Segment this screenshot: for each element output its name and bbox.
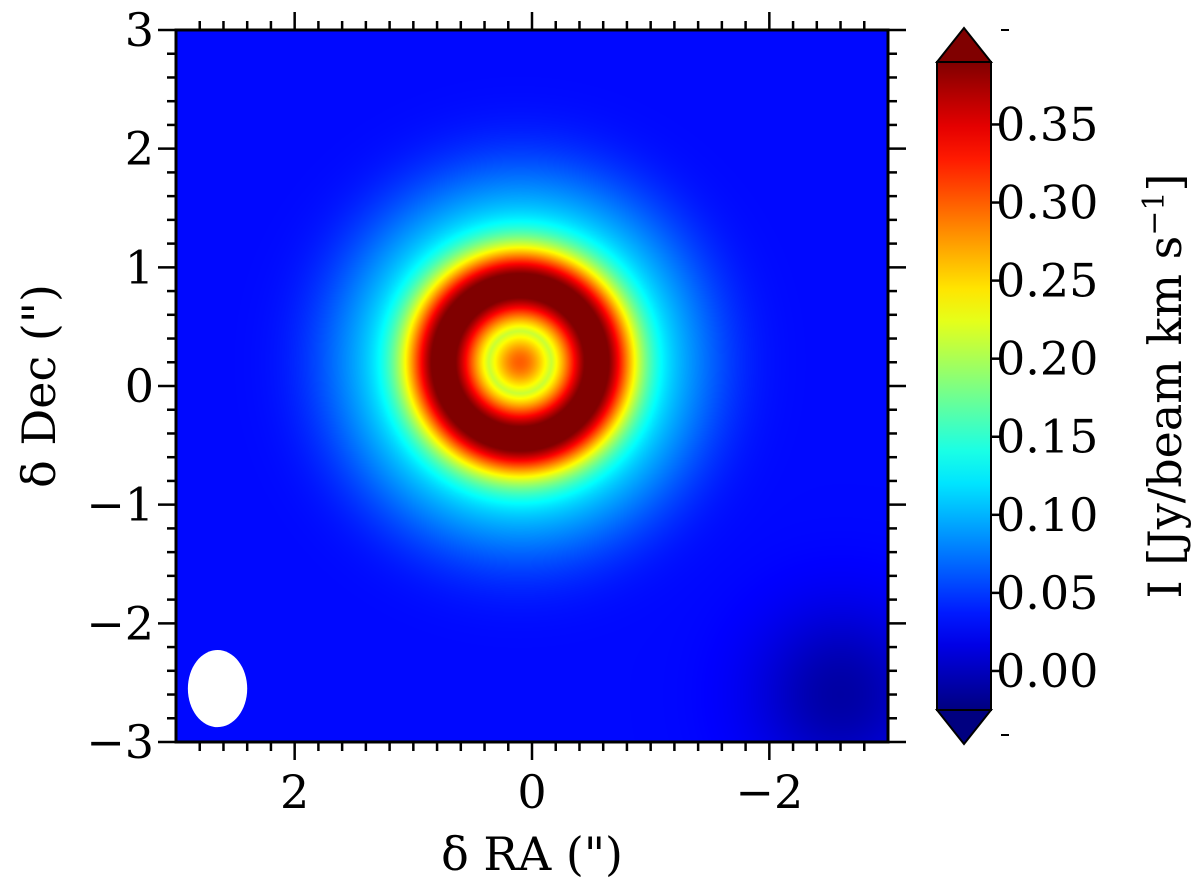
x-tick-label: 2 bbox=[280, 765, 309, 819]
colorbar-tick-label: 0.05 bbox=[996, 566, 1098, 620]
colorbar-title-exponent: −1 bbox=[1137, 191, 1172, 235]
colorbar-tick-label: 0.20 bbox=[996, 332, 1098, 386]
y-axis-title: δ Dec (") bbox=[12, 284, 66, 488]
y-tick-label: 3 bbox=[125, 3, 154, 57]
colorbar-tick-label: 0.10 bbox=[996, 488, 1098, 542]
y-tick-label: −1 bbox=[86, 478, 154, 532]
heatmap-plot-area bbox=[176, 30, 888, 742]
colorbar-tick-label: 0.00 bbox=[996, 644, 1098, 698]
colorbar-tick-label: 0.25 bbox=[996, 254, 1098, 308]
y-tick-label: −2 bbox=[86, 596, 154, 650]
colorbar-tick-label: 0.30 bbox=[996, 176, 1098, 230]
colorbar-tick-label: 0.15 bbox=[996, 410, 1098, 464]
colorbar-title: I [Jy/beam km s−1] bbox=[1137, 174, 1193, 599]
x-tick-label: −2 bbox=[735, 765, 803, 819]
y-tick-label: 0 bbox=[125, 359, 154, 413]
colorbar-extend-top bbox=[934, 26, 994, 63]
intensity-map bbox=[176, 30, 888, 742]
y-tick-label: 1 bbox=[125, 240, 154, 294]
x-axis-title: δ RA (") bbox=[441, 827, 623, 881]
colorbar-tick-label: 0.35 bbox=[996, 97, 1098, 151]
y-axis: 3 2 1 0 −1 −2 −3 bbox=[86, 3, 906, 769]
y-tick-label: 2 bbox=[125, 122, 154, 176]
colorbar-title-base: I [Jy/beam km s bbox=[1138, 236, 1192, 599]
colorbar: 0.00 0.05 0.10 0.15 0.20 0.25 0.30 0.35 bbox=[934, 26, 1098, 746]
x-axis: 2 0 −2 bbox=[198, 12, 866, 819]
colorbar-title-end: ] bbox=[1138, 174, 1192, 192]
y-tick-label: −3 bbox=[86, 715, 154, 769]
colorbar-ticks: 0.00 0.05 0.10 0.15 0.20 0.25 0.30 0.35 bbox=[991, 29, 1098, 736]
beam-ellipse bbox=[187, 650, 248, 728]
colorbar-extend-bottom bbox=[934, 709, 994, 746]
x-tick-label: 0 bbox=[517, 765, 546, 819]
colorbar-body bbox=[936, 61, 992, 711]
